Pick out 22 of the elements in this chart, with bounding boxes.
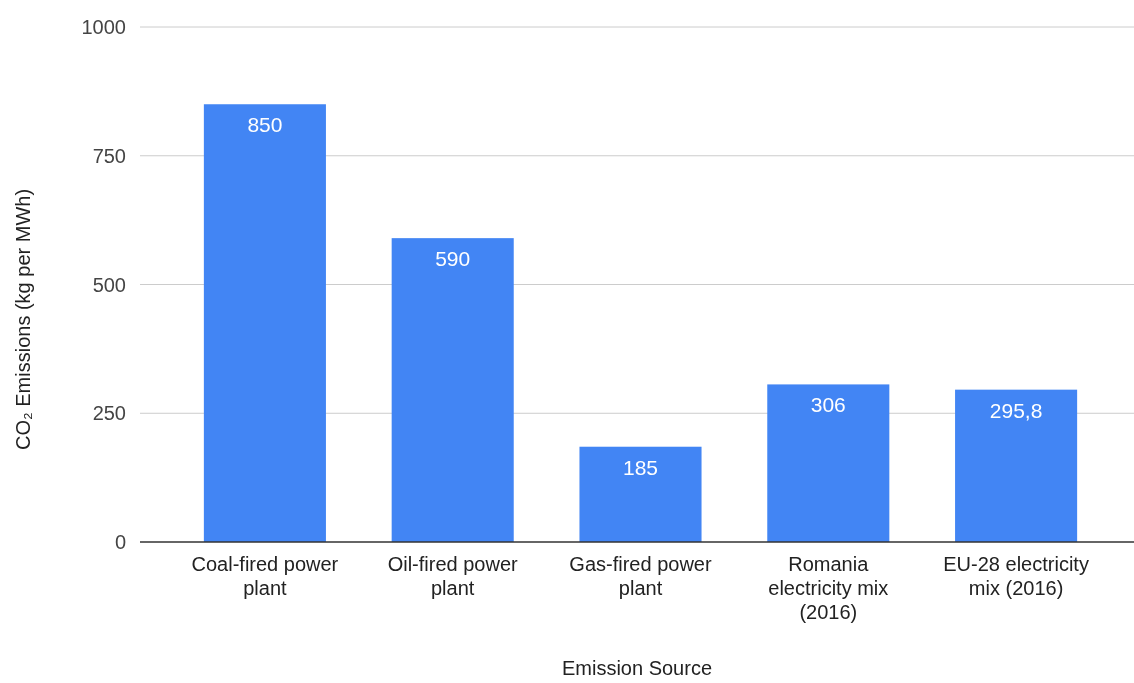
y-tick-label: 500 (92, 273, 126, 296)
y-tick-label: 0 (114, 531, 126, 553)
data-label: 850 (247, 113, 283, 137)
data-label: 590 (435, 247, 471, 271)
x-tick-label: EU-28 electricity mix (2016) (943, 553, 1089, 599)
x-tick-label: Romania electricity mix (2016) (768, 553, 889, 623)
y-axis-title: CO₂ Emissions (kg per MWh) (12, 188, 34, 451)
x-tick-label: Gas-fired power plant (569, 553, 712, 599)
bar (203, 104, 326, 542)
y-tick-label: 750 (92, 144, 126, 167)
data-label: 306 (810, 393, 846, 417)
bar (579, 446, 702, 542)
data-label: 295,8 (989, 398, 1043, 422)
bar (767, 384, 890, 542)
x-tick-label: Oil-fired power plant (387, 553, 519, 599)
bar (955, 389, 1078, 542)
x-tick-label: Coal-fired power plant (191, 553, 339, 599)
x-axis-title: Emission Source (561, 657, 713, 679)
y-tick-label: 1000 (81, 16, 126, 38)
y-tick-label: 250 (92, 402, 126, 425)
bar (391, 238, 514, 542)
data-label: 185 (622, 455, 659, 479)
